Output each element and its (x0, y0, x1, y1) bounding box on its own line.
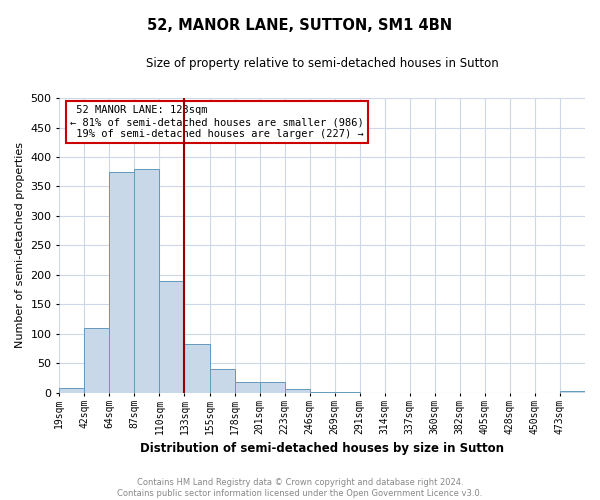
Bar (209, 370, 235, 393)
Bar (260, 382, 284, 393)
Bar (184, 344, 209, 393)
Text: 52, MANOR LANE, SUTTON, SM1 4BN: 52, MANOR LANE, SUTTON, SM1 4BN (148, 18, 452, 32)
Y-axis label: Number of semi-detached properties: Number of semi-detached properties (15, 142, 25, 348)
Bar (59, 388, 85, 393)
Bar (85, 328, 109, 393)
Bar (160, 281, 184, 393)
Bar (335, 392, 360, 393)
Bar (560, 391, 585, 393)
Bar (109, 172, 134, 393)
Title: Size of property relative to semi-detached houses in Sutton: Size of property relative to semi-detach… (146, 58, 499, 70)
Bar (235, 382, 260, 393)
Bar (134, 169, 160, 393)
Text: Contains HM Land Registry data © Crown copyright and database right 2024.
Contai: Contains HM Land Registry data © Crown c… (118, 478, 482, 498)
X-axis label: Distribution of semi-detached houses by size in Sutton: Distribution of semi-detached houses by … (140, 442, 504, 455)
Text: 52 MANOR LANE: 123sqm
← 81% of semi-detached houses are smaller (986)
 19% of se: 52 MANOR LANE: 123sqm ← 81% of semi-deta… (70, 106, 364, 138)
Bar (284, 390, 310, 393)
Bar (310, 392, 335, 393)
